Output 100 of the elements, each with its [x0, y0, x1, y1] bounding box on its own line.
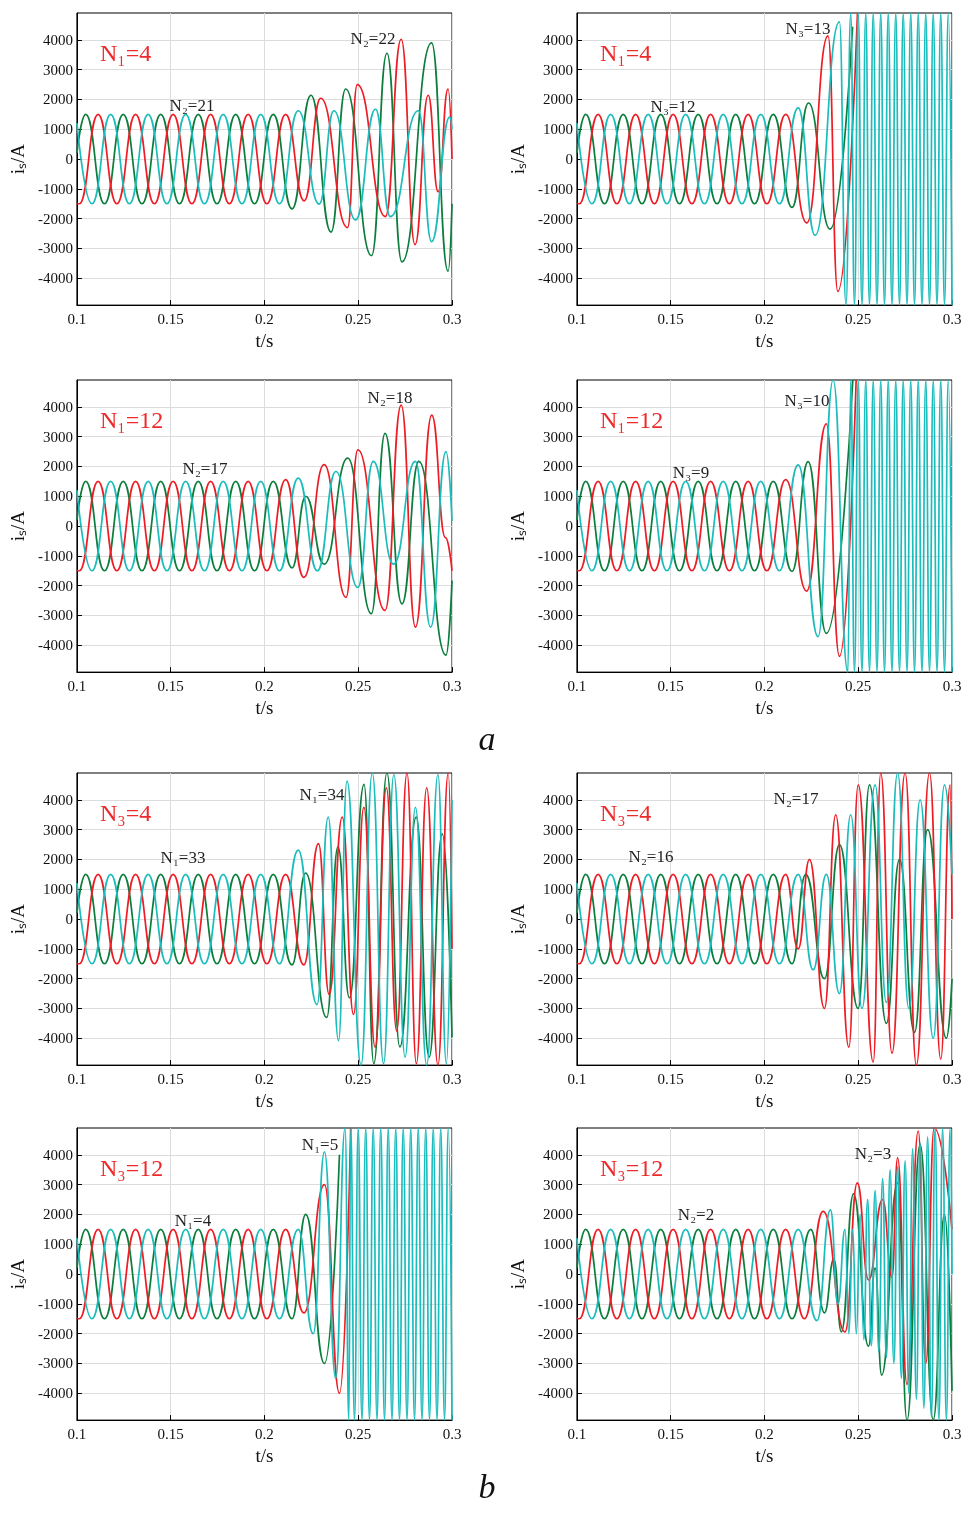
x-tick-label: 0.3 — [942, 310, 962, 327]
y-tick-label: -4000 — [37, 637, 73, 654]
y-tick-label: 1000 — [42, 121, 73, 138]
x-tick-label: 0.2 — [255, 1070, 274, 1087]
x-tick-label: 0.3 — [942, 1070, 962, 1087]
y-tick-label: -3000 — [37, 1000, 73, 1017]
y-axis-title: iₛ/A — [507, 1258, 528, 1290]
annotation: N₁=4 — [174, 1210, 212, 1230]
line-series — [76, 1127, 453, 1421]
annotation: N₂=22 — [350, 28, 396, 48]
x-tick-label: 0.15 — [157, 1070, 184, 1087]
x-tick-label: 0.15 — [657, 1070, 684, 1087]
annotation: N₂=17 — [773, 788, 819, 808]
y-tick-label: -2000 — [37, 970, 73, 987]
y-tick-label: -3000 — [37, 240, 73, 257]
x-tick-label: 0.3 — [942, 1425, 962, 1442]
x-tick-label: 0.25 — [845, 1425, 872, 1442]
x-axis-title: t/s — [255, 1090, 274, 1111]
y-axis-title: iₛ/A — [7, 903, 28, 935]
x-tick-label: 0.25 — [845, 1070, 872, 1087]
x-axis-title: t/s — [755, 1090, 774, 1111]
y-tick-label: 1000 — [542, 121, 573, 138]
annotation: N₂=17 — [182, 458, 228, 478]
annotation: N₃=12 — [650, 96, 696, 116]
y-tick-label: 2000 — [542, 458, 573, 475]
line-series — [576, 25, 854, 230]
y-tick-label: 0 — [565, 151, 573, 168]
x-axis-title: t/s — [255, 330, 274, 351]
x-tick-label: 0.1 — [67, 1425, 87, 1442]
y-tick-label: 1000 — [42, 881, 73, 898]
y-axis-title: iₛ/A — [507, 143, 528, 175]
y-tick-label: -3000 — [537, 607, 573, 624]
y-tick-label: 1000 — [42, 488, 73, 505]
y-tick-label: 4000 — [542, 791, 573, 808]
x-axis-title: t/s — [755, 1445, 774, 1466]
y-tick-label: 1000 — [542, 1236, 573, 1253]
y-tick-label: -2000 — [537, 1325, 573, 1342]
annotation: N₃=13 — [785, 18, 831, 38]
y-tick-label: 4000 — [42, 791, 73, 808]
y-tick-label: 3000 — [42, 821, 73, 838]
y-tick-label: 2000 — [542, 91, 573, 108]
x-tick-label: 0.1 — [567, 310, 587, 327]
x-tick-label: 0.15 — [157, 1425, 184, 1442]
y-tick-label: -4000 — [537, 637, 573, 654]
annotation: N₁=33 — [160, 847, 206, 867]
y-tick-label: -4000 — [37, 270, 73, 287]
y-tick-label: -4000 — [537, 1385, 573, 1402]
annotation: N₂=16 — [628, 846, 674, 866]
y-tick-label: 0 — [565, 911, 573, 928]
x-tick-label: 0.15 — [657, 310, 684, 327]
x-tick-label: 0.25 — [345, 310, 372, 327]
x-tick-label: 0.2 — [755, 310, 774, 327]
y-tick-label: 0 — [65, 1266, 73, 1283]
y-tick-label: 3000 — [542, 821, 573, 838]
y-tick-label: -2000 — [537, 210, 573, 227]
y-tick-label: 0 — [65, 151, 73, 168]
x-tick-label: 0.1 — [67, 1070, 87, 1087]
y-axis-title: iₛ/A — [7, 510, 28, 542]
annotation: N₁=12 — [600, 407, 664, 433]
y-tick-label: -2000 — [537, 577, 573, 594]
y-tick-label: 1000 — [542, 881, 573, 898]
line-series — [576, 12, 859, 293]
x-tick-label: 0.1 — [567, 1070, 587, 1087]
x-tick-label: 0.3 — [442, 1070, 462, 1087]
x-tick-label: 0.2 — [255, 1425, 274, 1442]
x-tick-label: 0.2 — [755, 1070, 774, 1087]
y-tick-label: 4000 — [542, 1146, 573, 1163]
x-tick-label: 0.2 — [255, 677, 274, 694]
y-tick-label: 0 — [565, 518, 573, 535]
x-tick-label: 0.15 — [157, 310, 184, 327]
x-tick-label: 0.25 — [845, 310, 872, 327]
y-tick-label: 0 — [65, 911, 73, 928]
y-tick-label: 2000 — [42, 458, 73, 475]
x-tick-label: 0.1 — [67, 677, 87, 694]
y-tick-label: -4000 — [537, 270, 573, 287]
annotation: N₃=4 — [100, 800, 152, 826]
x-tick-label: 0.3 — [442, 310, 462, 327]
y-tick-label: 4000 — [542, 398, 573, 415]
y-tick-label: 4000 — [42, 398, 73, 415]
y-tick-label: 2000 — [542, 851, 573, 868]
y-tick-label: 2000 — [542, 1206, 573, 1223]
x-tick-label: 0.25 — [845, 677, 872, 694]
x-tick-label: 0.25 — [345, 1070, 372, 1087]
y-tick-label: 1000 — [42, 1236, 73, 1253]
x-tick-label: 0.2 — [755, 1425, 774, 1442]
annotation: N₁=4 — [100, 40, 152, 66]
line-series — [76, 404, 453, 628]
text: a — [477, 720, 497, 758]
y-tick-label: -1000 — [537, 1295, 573, 1312]
y-tick-label: -1000 — [37, 180, 73, 197]
annotation: N₂=3 — [854, 1143, 892, 1163]
y-tick-label: -3000 — [37, 607, 73, 624]
y-tick-label: -4000 — [37, 1385, 73, 1402]
y-axis-title: iₛ/A — [507, 510, 528, 542]
y-tick-label: 3000 — [42, 428, 73, 445]
y-tick-label: -1000 — [37, 1295, 73, 1312]
y-axis-title: iₛ/A — [507, 903, 528, 935]
x-tick-label: 0.1 — [567, 677, 587, 694]
y-tick-label: -1000 — [37, 547, 73, 564]
y-tick-label: 0 — [565, 1266, 573, 1283]
